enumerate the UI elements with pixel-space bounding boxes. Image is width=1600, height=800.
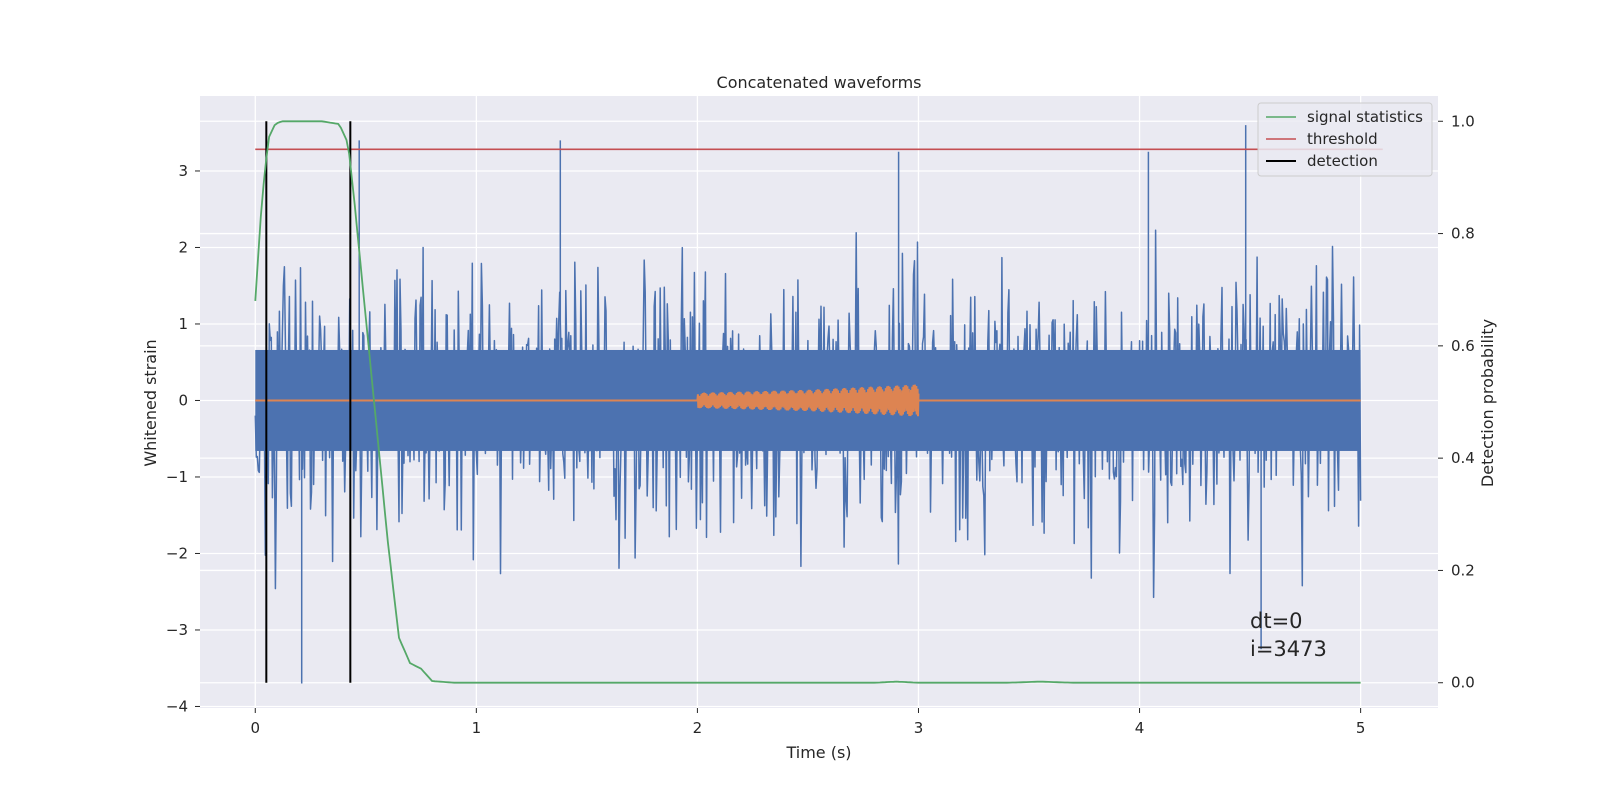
x-tick-label: 4: [1135, 719, 1145, 737]
y-tick-label-left: −3: [166, 621, 188, 639]
x-tick-label: 1: [472, 719, 482, 737]
annotation-index: i=3473: [1250, 637, 1327, 661]
y-tick-label-right: 0.4: [1451, 449, 1475, 467]
signal-statistics-line: [254, 120, 1361, 684]
y-tick-label-right: 0.8: [1451, 225, 1475, 243]
annotation-dt: dt=0: [1250, 609, 1303, 633]
legend-label-signal-statistics: signal statistics: [1307, 108, 1423, 126]
y-tick-label-left: −2: [166, 544, 188, 562]
y-tick-label-left: 1: [178, 315, 188, 333]
y-tick-label-right: 1.0: [1451, 112, 1475, 130]
x-tick-label: 3: [914, 719, 924, 737]
injected-signal-series: [255, 384, 1361, 417]
y-axis-label-right: Detection probability: [1478, 319, 1497, 487]
y-axis-label-left: Whitened strain: [141, 339, 160, 466]
strain-line: [254, 125, 1362, 684]
x-tick-label: 0: [250, 719, 260, 737]
chart-title: Concatenated waveforms: [717, 73, 922, 92]
y-tick-label-right: 0.2: [1451, 561, 1475, 579]
x-axis-label: Time (s): [785, 743, 851, 762]
injected-chirp-line: [696, 384, 920, 417]
x-tick-label: 2: [693, 719, 703, 737]
y-tick-label-left: 3: [178, 162, 188, 180]
detection-overlay: [254, 120, 1383, 684]
y-tick-label-left: −4: [166, 697, 188, 715]
y-tick-label-right: 0.0: [1451, 674, 1475, 692]
y-tick-label-left: −1: [166, 468, 188, 486]
x-tick-label: 5: [1356, 719, 1366, 737]
legend-box: [1257, 102, 1433, 177]
legend-label-threshold: threshold: [1307, 130, 1378, 148]
y-tick-label-left: 0: [178, 391, 188, 409]
y-tick-label-right: 0.6: [1451, 337, 1475, 355]
legend: signal statistics threshold detection: [1257, 102, 1433, 177]
y-tick-label-left: 2: [178, 238, 188, 256]
legend-label-detection: detection: [1307, 152, 1378, 170]
ticks: 0 1 2 3 4 5 −4 −3 −2 −1 0 1 2 3 0.0 0.2 0.4 0.6 0.8 1.0: [166, 112, 1475, 737]
